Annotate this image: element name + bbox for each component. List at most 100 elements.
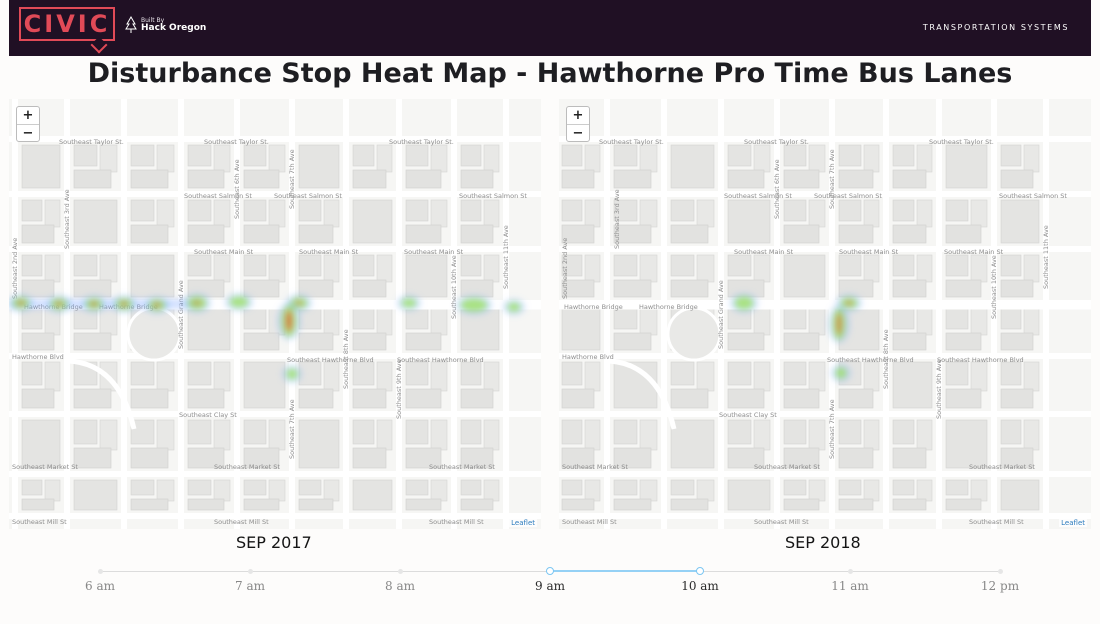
zoom-control: + − xyxy=(16,106,40,142)
map-buildings xyxy=(21,144,500,511)
time-label-12pm[interactable]: 12 pm xyxy=(980,579,1020,593)
heat-layer xyxy=(9,293,525,383)
zoom-in-button[interactable]: + xyxy=(572,108,584,123)
map-streets xyxy=(9,99,541,529)
street-label-market: Southeast Market St xyxy=(754,463,820,471)
street-label-market: Southeast Market St xyxy=(214,463,280,471)
time-label-8am[interactable]: 8 am xyxy=(385,579,415,593)
street-label-7th: Southeast 7th Ave xyxy=(288,399,296,459)
street-label-salmon: Southeast Salmon St xyxy=(724,192,792,200)
zoom-out-button[interactable]: − xyxy=(17,124,39,141)
built-by-hack-oregon[interactable]: Built By Hack Oregon xyxy=(125,16,206,34)
street-label-grand: Southeast Grand Ave xyxy=(177,280,185,349)
map-buildings xyxy=(561,144,1040,511)
street-label-7th: Southeast 7th Ave xyxy=(828,399,836,459)
section-title[interactable]: TRANSPORTATION SYSTEMS xyxy=(922,23,1069,32)
zoom-in-button[interactable]: + xyxy=(22,108,34,123)
logo-text: CIVIC xyxy=(23,10,111,38)
map-street-labels: Southeast Taylor St. Southeast Taylor St.… xyxy=(561,138,1067,526)
slider-tick xyxy=(98,569,103,574)
map-tiles[interactable]: Southeast Taylor St. Southeast Taylor St.… xyxy=(9,99,541,529)
map-label-right: SEP 2018 xyxy=(785,533,861,552)
street-label-salmon: Southeast Salmon St xyxy=(814,192,882,200)
street-label-main: Southeast Main St xyxy=(194,248,254,256)
time-label-6am[interactable]: 6 am xyxy=(85,579,115,593)
street-label-9th: Southeast 9th Ave xyxy=(395,359,403,419)
logo-speech-tail xyxy=(90,36,108,54)
street-label-8th: Southeast 8th Ave xyxy=(882,329,890,389)
heat-layer xyxy=(730,293,862,382)
street-label-salmon: Southeast Salmon St xyxy=(184,192,252,200)
slider-tick xyxy=(248,569,253,574)
time-label-11am[interactable]: 11 am xyxy=(831,579,869,593)
street-label-clay: Southeast Clay St xyxy=(179,411,237,419)
street-label-main: Southeast Main St xyxy=(839,248,899,256)
street-label-10th: Southeast 10th Ave xyxy=(450,255,458,319)
street-label-hawthorne-bridge: Hawthorne Bridge xyxy=(639,303,698,311)
slider-selected-range[interactable] xyxy=(550,570,700,572)
heatmap-sep-2017[interactable]: Southeast Taylor St. Southeast Taylor St.… xyxy=(9,99,541,529)
page-title: Disturbance Stop Heat Map - Hawthorne Pr… xyxy=(87,58,1013,89)
tree-icon xyxy=(125,16,137,33)
street-label-market: Southeast Market St xyxy=(969,463,1035,471)
street-label-hawthorne-blvd: Southeast Hawthorne Blvd xyxy=(937,356,1024,364)
street-label-11th: Southeast 11th Ave xyxy=(1042,225,1050,289)
street-label-hawthorne-blvd: Southeast Hawthorne Blvd xyxy=(287,356,374,364)
zoom-out-button[interactable]: − xyxy=(567,124,589,141)
leaflet-attribution-link[interactable]: Leaflet xyxy=(1059,519,1087,527)
street-label-main: Southeast Main St xyxy=(299,248,359,256)
street-label-hawthorne-blvd: Southeast Hawthorne Blvd xyxy=(397,356,484,364)
built-by-label: Built By xyxy=(141,16,165,24)
street-label-salmon: Southeast Salmon St xyxy=(274,192,342,200)
street-label-grand: Southeast Grand Ave xyxy=(717,280,725,349)
time-label-10am[interactable]: 10 am xyxy=(681,579,719,593)
street-label-clay: Southeast Clay St xyxy=(719,411,777,419)
street-label-6th: Southeast 6th Ave xyxy=(773,159,781,219)
street-label-taylor: Southeast Taylor St. xyxy=(599,138,664,146)
street-label-hawthorne-blvd: Southeast Hawthorne Blvd xyxy=(827,356,914,364)
street-label-7th: Southeast 7th Ave xyxy=(288,149,296,209)
slider-start-handle[interactable] xyxy=(546,567,554,575)
street-label-main: Southeast Main St xyxy=(944,248,1004,256)
zoom-control: + − xyxy=(566,106,590,142)
top-navigation-bar: CIVIC Built By Hack Oregon TRANSPORTATIO… xyxy=(9,0,1091,56)
street-label-taylor: Southeast Taylor St. xyxy=(389,138,454,146)
slider-end-handle[interactable] xyxy=(696,567,704,575)
map-streets xyxy=(559,99,1091,529)
street-label-hawthorne-blvd: Hawthorne Blvd xyxy=(12,353,64,361)
street-label-2nd: Southeast 2nd Ave xyxy=(561,238,569,299)
slider-tick xyxy=(848,569,853,574)
street-label-mill: Southeast Mill St xyxy=(429,518,484,526)
time-label-7am[interactable]: 7 am xyxy=(235,579,265,593)
street-label-8th: Southeast 8th Ave xyxy=(342,329,350,389)
street-label-taylor: Southeast Taylor St. xyxy=(204,138,269,146)
street-label-hawthorne-blvd: Hawthorne Blvd xyxy=(562,353,614,361)
heatmap-sep-2018[interactable]: Southeast Taylor St. Southeast Taylor St.… xyxy=(559,99,1091,529)
street-label-mill: Southeast Mill St xyxy=(754,518,809,526)
street-label-market: Southeast Market St xyxy=(12,463,78,471)
street-label-11th: Southeast 11th Ave xyxy=(502,225,510,289)
street-label-3rd: Southeast 3rd Ave xyxy=(63,189,71,249)
street-label-market: Southeast Market St xyxy=(562,463,628,471)
street-label-market: Southeast Market St xyxy=(429,463,495,471)
street-label-mill: Southeast Mill St xyxy=(214,518,269,526)
street-label-mill: Southeast Mill St xyxy=(12,518,67,526)
time-label-9am[interactable]: 9 am xyxy=(535,579,565,593)
street-label-hawthorne-bridge: Hawthorne Bridge xyxy=(564,303,623,311)
street-label-main: Southeast Main St xyxy=(404,248,464,256)
map-tiles[interactable]: Southeast Taylor St. Southeast Taylor St.… xyxy=(559,99,1091,529)
leaflet-attribution-link[interactable]: Leaflet xyxy=(509,519,537,527)
street-label-taylor: Southeast Taylor St. xyxy=(744,138,809,146)
street-label-7th: Southeast 7th Ave xyxy=(828,149,836,209)
street-label-taylor: Southeast Taylor St. xyxy=(929,138,994,146)
street-label-2nd: Southeast 2nd Ave xyxy=(11,238,19,299)
street-label-3rd: Southeast 3rd Ave xyxy=(613,189,621,249)
civic-logo[interactable]: CIVIC xyxy=(19,7,115,54)
street-label-9th: Southeast 9th Ave xyxy=(935,359,943,419)
slider-tick xyxy=(398,569,403,574)
street-label-taylor: Southeast Taylor St. xyxy=(59,138,124,146)
map-label-left: SEP 2017 xyxy=(236,533,312,552)
street-label-6th: Southeast 6th Ave xyxy=(233,159,241,219)
street-label-10th: Southeast 10th Ave xyxy=(990,255,998,319)
street-label-salmon: Southeast Salmon St xyxy=(459,192,527,200)
